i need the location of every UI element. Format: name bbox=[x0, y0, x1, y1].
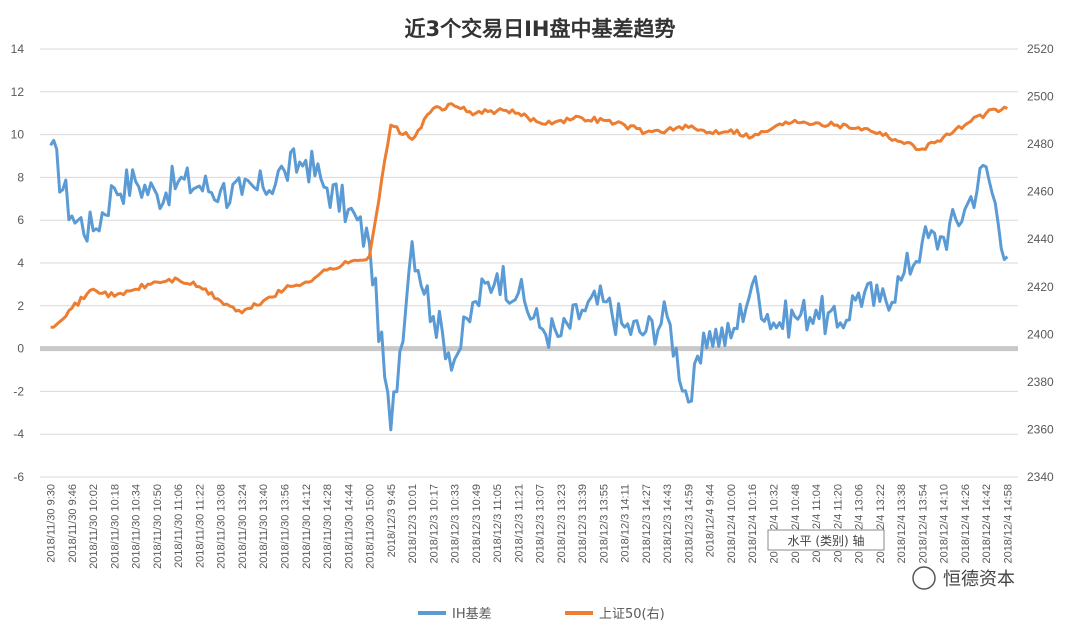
x-tick-label: 2018/12/3 14:11 bbox=[620, 484, 632, 563]
x-tick-label: 2018/12/3 11:05 bbox=[492, 484, 504, 563]
right-tick-label: 2460 bbox=[1027, 185, 1054, 199]
chart-title: 近3个交易日IH盘中基差趋势 bbox=[405, 17, 676, 41]
x-tick-label: 2018/12/3 13:07 bbox=[535, 484, 547, 564]
left-tick-label: -2 bbox=[13, 384, 24, 398]
x-tick-label: 2018/11/30 13:56 bbox=[280, 484, 292, 569]
left-tick-label: 10 bbox=[11, 128, 25, 142]
x-tick-label: 2018/11/30 10:02 bbox=[88, 484, 100, 569]
legend-label-ih: IH基差 bbox=[452, 607, 492, 622]
watermark: 恒德资本 bbox=[912, 566, 1015, 590]
left-tick-label: 8 bbox=[17, 170, 24, 184]
series-lines bbox=[49, 102, 1009, 432]
left-tick-label: 14 bbox=[11, 42, 25, 56]
series-line-sz50 bbox=[50, 102, 1008, 329]
x-tick-label: 2018/12/4 13:54 bbox=[917, 484, 929, 564]
x-tick-label: 2018/12/3 13:39 bbox=[577, 484, 589, 564]
x-tick-label: 2018/12/4 9:44 bbox=[705, 484, 717, 557]
x-tick-label: 2018/12/4 14:10 bbox=[939, 484, 951, 564]
legend-label-sz50: 上证50(右) bbox=[599, 607, 665, 622]
x-tick-label: 2018/12/3 14:27 bbox=[641, 484, 653, 564]
x-tick-label: 2018/12/3 13:23 bbox=[556, 484, 568, 564]
left-tick-label: -6 bbox=[13, 470, 24, 484]
gridlines bbox=[40, 48, 1018, 478]
x-tick-label: 2018/11/30 15:00 bbox=[365, 484, 377, 569]
x-axis-ticks: 2018/11/30 9:30 2018/11/30 9:46 2018/11/30… bbox=[46, 484, 1015, 569]
x-tick-label: 2018/11/30 13:08 bbox=[216, 484, 228, 569]
x-tick-label: 2018/12/3 14:59 bbox=[683, 484, 695, 564]
x-tick-label: 2018/12/3 13:55 bbox=[598, 484, 610, 564]
right-tick-label: 2500 bbox=[1027, 90, 1054, 104]
left-tick-label: -4 bbox=[13, 427, 24, 441]
x-tick-label: 2018/12/4 13:06 bbox=[854, 484, 866, 564]
x-tick-label: 2018/12/3 10:49 bbox=[471, 484, 483, 564]
x-tick-label: 2018/11/30 10:50 bbox=[152, 484, 164, 569]
x-tick-label: 2018/12/3 10:33 bbox=[450, 484, 462, 564]
x-tick-label: 2018/11/30 13:24 bbox=[237, 484, 249, 569]
x-tick-label: 2018/11/30 14:28 bbox=[322, 484, 334, 569]
x-tick-label: 2018/12/4 13:22 bbox=[875, 484, 887, 564]
right-tick-label: 2440 bbox=[1027, 232, 1054, 246]
x-tick-label: 2018/11/30 14:12 bbox=[301, 484, 313, 569]
x-tick-label: 2018/12/3 9:45 bbox=[386, 484, 398, 557]
x-tick-label: 2018/11/30 9:46 bbox=[67, 484, 79, 563]
x-tick-label: 2018/12/4 14:26 bbox=[960, 484, 972, 564]
x-tick-label: 2018/12/4 11:04 bbox=[811, 484, 823, 563]
right-tick-label: 2340 bbox=[1027, 470, 1054, 484]
x-tick-label: 2018/12/4 14:58 bbox=[1002, 484, 1014, 564]
left-tick-label: 0 bbox=[17, 342, 24, 356]
x-tick-label: 2018/12/4 10:48 bbox=[790, 484, 802, 564]
axis-tag-box: 水平 (类别) 轴 bbox=[767, 529, 885, 551]
right-tick-label: 2420 bbox=[1027, 280, 1054, 294]
x-tick-label: 2018/11/30 13:40 bbox=[258, 484, 270, 569]
x-tick-label: 2018/12/4 14:42 bbox=[981, 484, 993, 564]
right-tick-label: 2380 bbox=[1027, 375, 1054, 389]
left-tick-label: 4 bbox=[17, 256, 24, 270]
wechat-icon bbox=[912, 566, 936, 590]
right-tick-label: 2480 bbox=[1027, 137, 1054, 151]
x-tick-label: 2018/12/3 10:01 bbox=[407, 484, 419, 564]
left-tick-label: 12 bbox=[11, 85, 25, 99]
x-tick-label: 2018/12/4 11:20 bbox=[832, 484, 844, 563]
right-tick-label: 2360 bbox=[1027, 422, 1054, 436]
left-axis-ticks: 14 12 10 8 6 4 2 0 -2 -4 -6 bbox=[11, 42, 25, 484]
left-tick-label: 6 bbox=[17, 213, 24, 227]
x-tick-label: 2018/12/4 10:00 bbox=[726, 484, 738, 564]
left-tick-label: 2 bbox=[17, 299, 24, 313]
series-line-ih-basis bbox=[49, 138, 1009, 432]
x-tick-label: 2018/11/30 10:18 bbox=[109, 484, 121, 569]
right-tick-label: 2520 bbox=[1027, 42, 1054, 56]
x-tick-label: 2018/11/30 9:30 bbox=[46, 484, 58, 563]
right-axis-ticks: 2520 2500 2480 2460 2440 2420 2400 2380 2360 2340 bbox=[1027, 42, 1054, 484]
x-tick-label: 2018/11/30 14:44 bbox=[343, 484, 355, 569]
x-tick-label: 2018/11/30 11:22 bbox=[194, 484, 206, 568]
x-tick-label: 2018/12/3 11:21 bbox=[513, 484, 525, 563]
x-tick-label: 2018/12/4 13:38 bbox=[896, 484, 908, 564]
x-tick-label: 2018/12/3 14:43 bbox=[662, 484, 674, 564]
x-tick-label: 2018/12/4 10:32 bbox=[769, 484, 781, 564]
x-tick-label: 2018/12/3 10:17 bbox=[428, 484, 440, 564]
x-tick-label: 2018/11/30 11:06 bbox=[173, 484, 185, 568]
legend: IH基差 上证50(右) bbox=[418, 607, 665, 622]
x-tick-label: 2018/11/30 10:34 bbox=[131, 484, 143, 569]
x-tick-label: 2018/12/4 10:16 bbox=[747, 484, 759, 564]
axis-tag-label: 水平 (类别) 轴 bbox=[788, 533, 865, 548]
watermark-text: 恒德资本 bbox=[943, 569, 1015, 590]
right-tick-label: 2400 bbox=[1027, 327, 1054, 341]
